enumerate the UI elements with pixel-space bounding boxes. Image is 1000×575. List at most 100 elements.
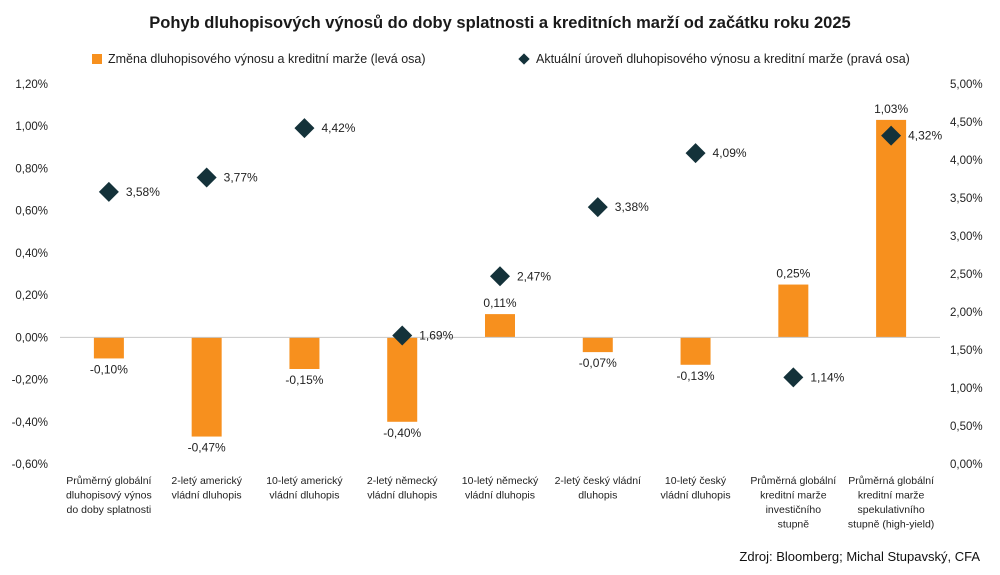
category-label-line: stupně [778, 519, 810, 531]
category-label: 10-letý německý vládní dluhopis [462, 475, 539, 502]
category-label-line: Průměrná globální [848, 475, 934, 487]
bar [387, 337, 418, 422]
marker-value-label: 3,58% [126, 185, 160, 199]
category-label-line: do doby splatnosti [67, 504, 152, 516]
bar-value-label: -0,40% [383, 426, 421, 440]
category-label-line: vládní dluhopis [172, 490, 242, 502]
category-label-line: spekulativního [858, 504, 925, 516]
category-label-line: vládní dluhopis [661, 490, 731, 502]
right-tick-label: 1,00% [950, 383, 983, 395]
right-tick-label: 4,00% [950, 155, 983, 167]
bar-value-label: -0,13% [677, 369, 715, 383]
category-label-line: kreditní marže [858, 490, 925, 502]
left-tick-label: 0,00% [15, 332, 48, 344]
category-label-line: vládní dluhopis [367, 490, 437, 502]
category-label-line: 2-letý americký [171, 475, 242, 487]
marker-value-label: 3,38% [615, 200, 649, 214]
category-label: 2-letý český vládní dluhopis [555, 475, 641, 502]
bar [191, 337, 222, 437]
bar-value-label: -0,07% [579, 356, 617, 370]
marker-series [98, 118, 902, 388]
diamond-marker [490, 266, 510, 287]
category-label-line: vládní dluhopis [465, 490, 535, 502]
diamond-marker [392, 325, 413, 346]
category-label: Průměrný globální dluhopisový výnos do dob… [66, 475, 152, 516]
category-label: 10-letý americký vládní dluhopis [266, 475, 343, 502]
marker-value-label: 3,77% [224, 170, 258, 184]
bar [582, 337, 613, 353]
left-axis: 1,20% 1,00% 0,80% 0,60% 0,40% 0,20% 0,00% -0,20… [12, 79, 48, 471]
bar-value-label: 0,11% [483, 296, 516, 310]
category-label: 10-letý český vládní dluhopis [661, 475, 731, 502]
diamond-marker [294, 118, 315, 139]
bar [485, 314, 515, 338]
category-label-line: investičního [766, 504, 822, 516]
left-tick-label: 1,20% [15, 79, 48, 91]
bar-value-label: -0,10% [90, 362, 128, 376]
legend-item-bars: Změna dluhopisového výnosu a kreditní ma… [92, 52, 426, 66]
right-tick-label: 4,50% [950, 117, 983, 129]
bar-value-label: 0,25% [776, 267, 810, 281]
left-tick-label: 1,00% [15, 121, 48, 133]
legend-item-markers: Aktuální úroveň dluhopisového výnosu a k… [518, 52, 910, 66]
right-axis: 5,00% 4,50% 4,00% 3,50% 3,00% 2,50% 2,00% 1,50%… [950, 79, 983, 471]
marker-value-label: 4,32% [908, 129, 942, 143]
category-label-line: kreditní marže [760, 490, 827, 502]
category-label-line: stupně (high-yield) [848, 519, 934, 531]
left-tick-label: -0,20% [12, 375, 48, 387]
legend-label-markers: Aktuální úroveň dluhopisového výnosu a k… [536, 52, 910, 66]
right-tick-label: 0,00% [950, 459, 983, 471]
bar [876, 119, 907, 338]
diamond-marker [587, 197, 608, 218]
right-tick-label: 2,50% [950, 269, 983, 281]
category-label-line: vládní dluhopis [269, 490, 339, 502]
category-label-line: 10-letý český [665, 475, 727, 487]
bar-data-labels: -0,10% -0,47% -0,15% -0,40% 0,11% -0,07% -0,13… [90, 102, 909, 455]
diamond-marker [98, 181, 119, 202]
legend: Změna dluhopisového výnosu a kreditní ma… [0, 52, 1000, 70]
marker-value-label: 4,09% [713, 146, 747, 160]
marker-value-label: 2,47% [517, 269, 551, 283]
bar-value-label: 1,03% [874, 102, 908, 116]
category-label-line: 10-letý německý [462, 475, 539, 487]
bar [93, 337, 124, 359]
category-label-line: 10-letý americký [266, 475, 343, 487]
bar-value-label: -0,47% [188, 441, 226, 455]
left-tick-label: -0,60% [12, 459, 48, 471]
category-label-line: Průměrný globální [66, 475, 151, 487]
category-label-line: Průměrná globální [750, 475, 836, 487]
bar [289, 337, 320, 369]
left-tick-label: 0,80% [15, 163, 48, 175]
category-label: 2-letý americký vládní dluhopis [171, 475, 242, 502]
right-tick-label: 3,00% [950, 231, 983, 243]
right-tick-label: 5,00% [950, 79, 983, 91]
marker-value-label: 1,69% [419, 329, 453, 343]
category-labels: Průměrný globální dluhopisový výnos do dob… [66, 475, 934, 531]
diamond-marker [881, 125, 902, 146]
left-tick-label: 0,20% [15, 290, 48, 302]
left-tick-label: 0,40% [15, 248, 48, 260]
left-tick-label: 0,60% [15, 206, 48, 218]
legend-label-bars: Změna dluhopisového výnosu a kreditní ma… [108, 52, 426, 66]
legend-bar-swatch [92, 54, 102, 64]
diamond-marker [783, 367, 804, 388]
diamond-marker [685, 143, 706, 164]
category-label: Průměrná globální kreditní marže spekulati… [848, 475, 934, 531]
marker-value-label: 1,14% [810, 370, 844, 384]
bar [778, 284, 809, 338]
chart-title: Pohyb dluhopisových výnosů do doby splat… [149, 14, 851, 32]
right-tick-label: 1,50% [950, 345, 983, 357]
marker-data-labels: 3,58% 3,77% 4,42% 1,69% 2,47% 3,38% 4,09% 1,14%… [126, 121, 943, 384]
category-label-line: 2-letý německý [367, 475, 438, 487]
category-label-line: 2-letý český vládní [555, 475, 641, 487]
bar-value-label: -0,15% [285, 373, 323, 387]
bar-series [93, 119, 907, 437]
category-label: 2-letý německý vládní dluhopis [367, 475, 438, 502]
source-note: Zdroj: Bloomberg; Michal Stupavský, CFA [739, 549, 980, 564]
marker-value-label: 4,42% [321, 121, 355, 135]
diamond-marker [196, 167, 217, 188]
category-label: Průměrná globální kreditní marže investičn… [750, 475, 836, 531]
bar [680, 337, 711, 365]
category-label-line: dluhopisový výnos [66, 490, 152, 502]
